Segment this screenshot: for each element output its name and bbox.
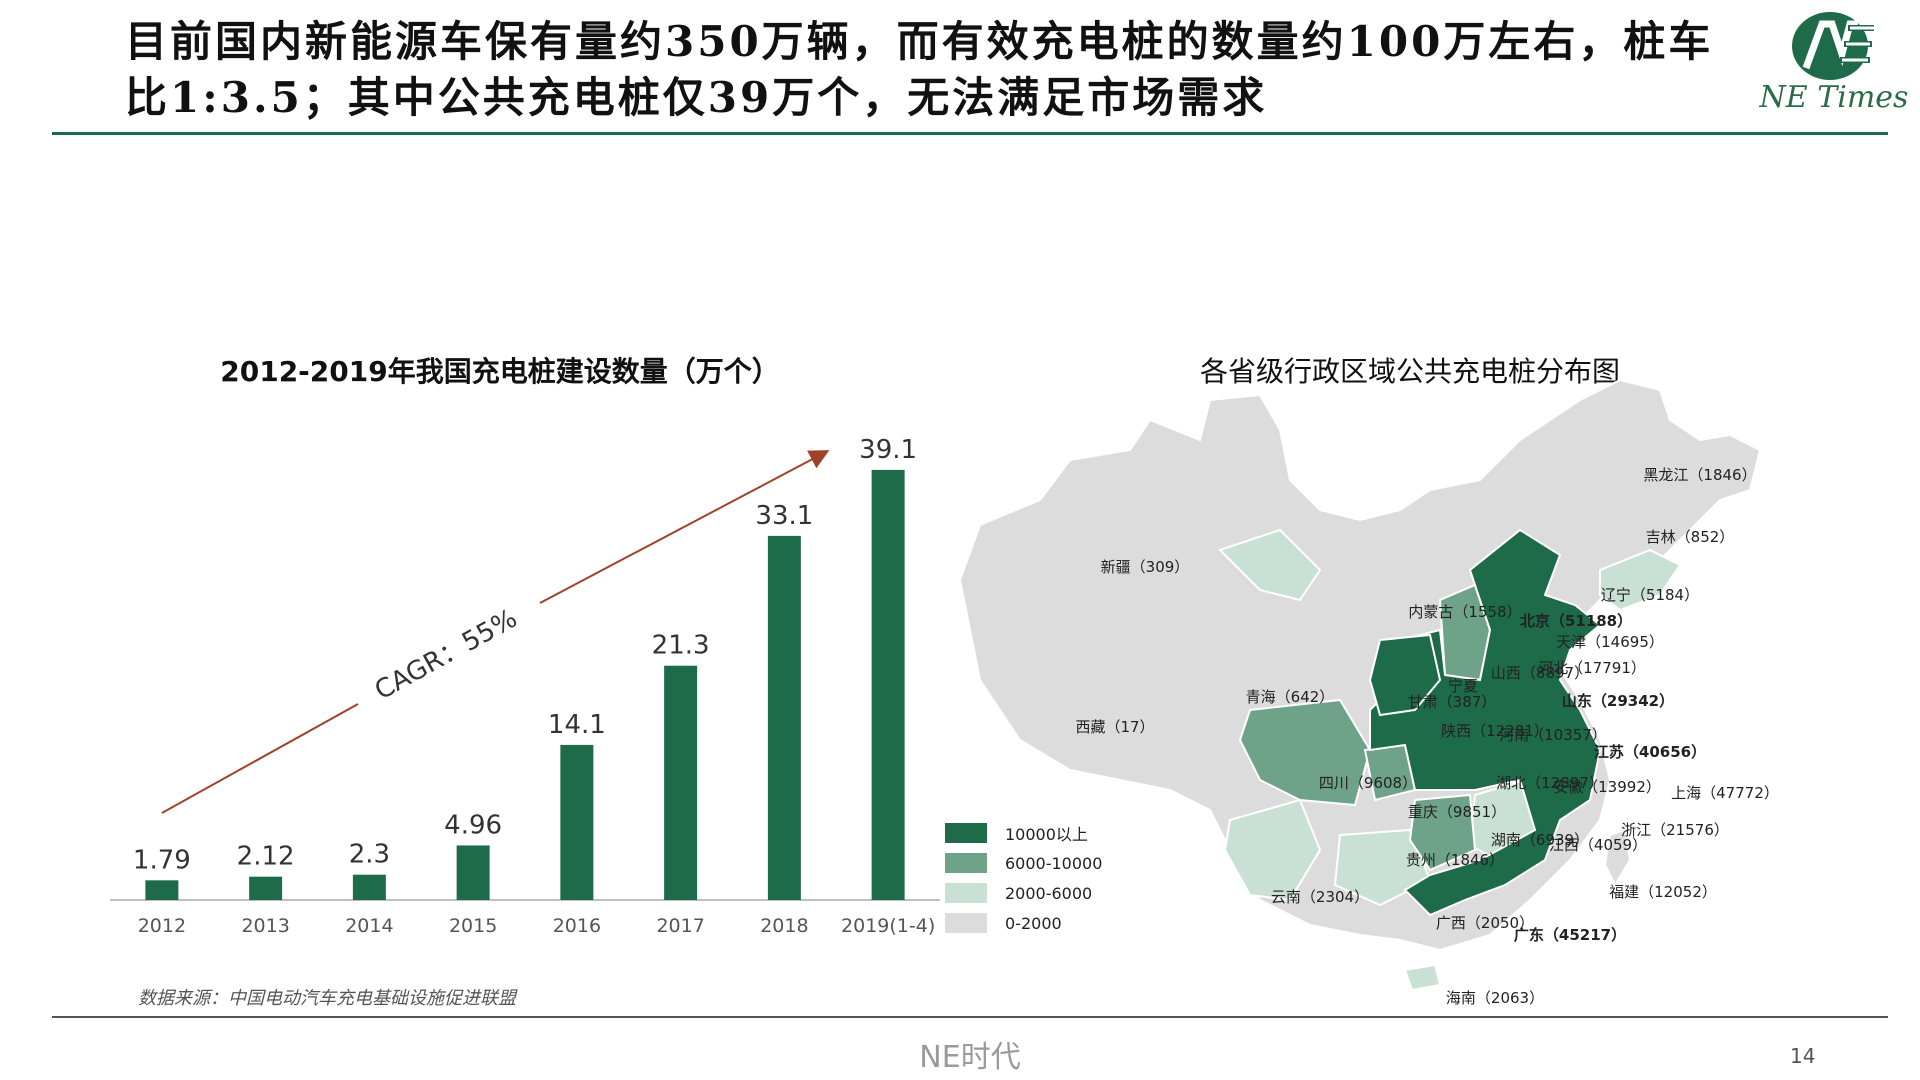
bar-value-label: 39.1 <box>859 435 917 465</box>
province-label-上海: 上海（47772） <box>1671 784 1779 802</box>
map-region-guangxi <box>1333 828 1432 907</box>
bar-2019(1-4) <box>871 469 905 900</box>
province-label-黑龙江: 黑龙江（1846） <box>1643 466 1756 484</box>
province-label-辽宁: 辽宁（5184） <box>1601 586 1699 604</box>
province-label-北京: 北京（51188） <box>1520 612 1632 630</box>
x-tick-label: 2018 <box>760 915 808 937</box>
province-label-新疆: 新疆（309） <box>1101 558 1190 576</box>
bar-value-label: 21.3 <box>652 631 710 661</box>
legend-swatch <box>945 883 987 903</box>
x-tick-label: 2015 <box>449 915 497 937</box>
province-label-江西: 江西（4059） <box>1549 836 1647 854</box>
legend-label: 6000-10000 <box>1005 853 1103 873</box>
province-label-湖南: 湖南（6939） <box>1491 831 1589 849</box>
province-label-安徽: 安徽（13992） <box>1553 778 1661 796</box>
bar-value-label: 2.3 <box>349 840 390 870</box>
footer-brand: NE时代 <box>919 1040 1021 1075</box>
province-label-广西: 广西（2050） <box>1436 914 1534 932</box>
title-divider <box>52 132 1888 135</box>
bar-value-label: 1.79 <box>133 845 191 875</box>
x-tick-label: 2014 <box>345 915 393 937</box>
footer-divider <box>52 1016 1888 1018</box>
bar-value-label: 14.1 <box>548 710 606 740</box>
province-label-四川: 四川（9608） <box>1319 774 1417 792</box>
province-label-河北: 河北（17791） <box>1538 659 1646 677</box>
x-tick-label: 2016 <box>553 915 601 937</box>
bar-2013 <box>249 876 283 900</box>
province-label-山东: 山东（29342） <box>1562 692 1674 710</box>
legend-label: 10000以上 <box>1005 825 1088 844</box>
province-label-甘肃: 甘肃（387） <box>1408 693 1497 711</box>
legend-item: 0-2000 <box>945 908 1102 938</box>
province-label-海南: 海南（2063） <box>1446 989 1544 1007</box>
chart-title: 2012-2019年我国充电桩建设数量（万个） <box>220 355 780 388</box>
bar-2012 <box>145 880 179 900</box>
map-region-shaanxi <box>1368 633 1442 717</box>
province-label-重庆: 重庆（9851） <box>1408 803 1506 821</box>
ne-times-logo <box>1792 12 1874 80</box>
province-label-内蒙古: 内蒙古（1558） <box>1408 603 1521 621</box>
map-region-taiwan <box>1603 828 1632 888</box>
province-label-江苏: 江苏（40656） <box>1594 743 1706 761</box>
legend-swatch <box>945 853 987 873</box>
bar-value-label: 2.12 <box>237 842 295 872</box>
cagr-arrow-upper <box>539 450 830 604</box>
province-label-福建: 福建（12052） <box>1609 883 1717 901</box>
bar-value-label: 4.96 <box>444 810 502 840</box>
x-tick-label: 2012 <box>138 915 186 937</box>
province-label-河南: 河南（10357） <box>1499 726 1607 744</box>
legend-item: 2000-6000 <box>945 878 1102 908</box>
legend-swatch <box>945 823 987 843</box>
slide-title: 目前国内新能源车保有量约350万辆，而有效充电桩的数量约100万左右，桩车比1:… <box>125 17 1714 122</box>
legend-item: 6000-10000 <box>945 848 1102 878</box>
province-label-山西: 山西（8897） <box>1491 664 1589 682</box>
province-label-湖北: 湖北（12897） <box>1496 774 1604 792</box>
province-label-天津: 天津（14695） <box>1556 633 1664 651</box>
bar-2018 <box>767 535 801 900</box>
cagr-arrow-lower <box>161 703 359 814</box>
logo-text: NE Times <box>1759 80 1909 115</box>
bar-chart: 1.79 2012 2.12 2013 2.3 2014 4.96 2015 14.1 2016 2… <box>110 435 940 937</box>
province-label-吉林: 吉林（852） <box>1646 528 1735 546</box>
x-tick-label: 2019(1-4) <box>841 915 935 937</box>
map-region-hunan <box>1408 793 1477 872</box>
legend-item: 10000以上 <box>945 818 1102 848</box>
x-tick-label: 2017 <box>656 915 704 937</box>
legend-label: 0-2000 <box>1005 913 1062 933</box>
cagr-annotation: CAGR：55% <box>370 604 522 707</box>
bar-2016 <box>560 744 594 900</box>
bar-2017 <box>664 665 698 900</box>
map-title: 各省级行政区域公共充电桩分布图 <box>1199 355 1620 388</box>
china-map: 黑龙江（1846） 吉林（852） 辽宁（5184） 新疆（309） 内蒙古（1558）… <box>960 380 1779 1007</box>
map-region-liaoning <box>1599 548 1682 612</box>
province-label-陕西: 陕西（12281） <box>1441 722 1549 740</box>
bar-2015 <box>456 845 490 900</box>
province-label-宁夏: 宁夏 <box>1448 677 1478 695</box>
province-label-广东: 广东（45217） <box>1514 926 1626 944</box>
map-region-hainan <box>1403 963 1442 992</box>
map-legend: 10000以上 6000-10000 2000-6000 0-2000 <box>945 818 1102 938</box>
province-label-青海: 青海（642） <box>1246 688 1335 706</box>
map-region-sichuan <box>1238 698 1372 807</box>
province-label-贵州: 贵州（1846） <box>1406 851 1504 869</box>
legend-label: 2000-6000 <box>1005 883 1093 903</box>
province-label-西藏: 西藏（17） <box>1075 718 1154 736</box>
map-labels: 黑龙江（1846） 吉林（852） 辽宁（5184） 新疆（309） 内蒙古（1558）… <box>1075 466 1778 1007</box>
data-source: 数据来源：中国电动汽车充电基础设施促进联盟 <box>138 988 516 1009</box>
province-label-浙江: 浙江（21576） <box>1621 821 1729 839</box>
map-region-gansu-west <box>1218 528 1322 602</box>
page-number: 14 <box>1790 1044 1816 1068</box>
bar-value-label: 33.1 <box>755 501 813 531</box>
x-tick-label: 2013 <box>241 915 289 937</box>
province-label-云南: 云南（2304） <box>1271 888 1369 906</box>
legend-swatch <box>945 913 987 933</box>
bar-2014 <box>352 874 386 900</box>
